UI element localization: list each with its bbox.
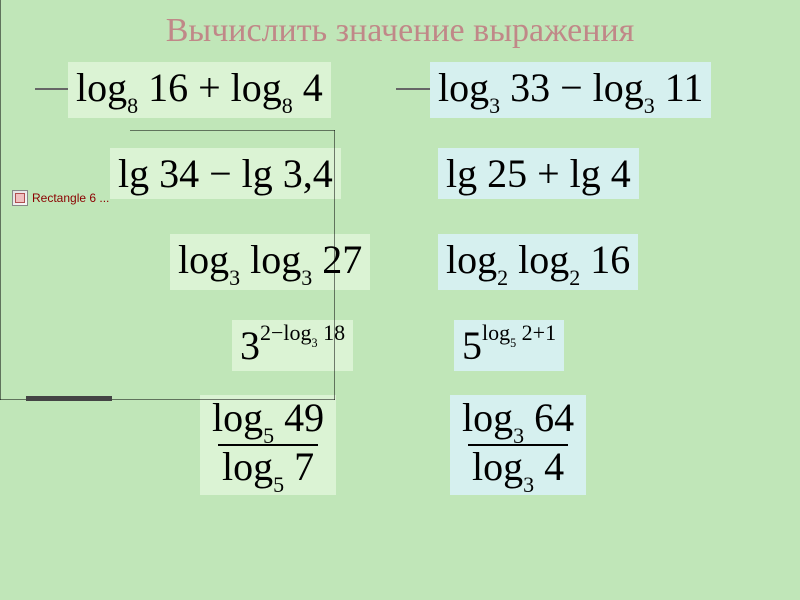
frame-right — [334, 130, 335, 400]
frame-left — [0, 0, 1, 400]
leading-dash-1 — [35, 88, 69, 90]
expr-l3: log3 log3 27 — [170, 234, 370, 290]
placeholder-text: Rectangle 6 ... — [32, 191, 109, 205]
broken-image-icon — [12, 190, 28, 206]
underline-accent — [26, 396, 112, 401]
expr-l2: lg 34 − lg 3,4 — [110, 148, 341, 199]
expr-r2: lg 25 + lg 4 — [438, 148, 639, 199]
expr-r5: log3 64log3 4 — [450, 395, 586, 495]
missing-object-placeholder: Rectangle 6 ... — [12, 190, 109, 206]
leading-dash-2 — [396, 88, 430, 90]
expr-l5: log5 49log5 7 — [200, 395, 336, 495]
frame-top-right — [130, 130, 335, 131]
expr-r4: 5log5 2+1 — [454, 320, 564, 371]
expr-l1: log8 16 + log8 4 — [68, 62, 331, 118]
expr-r1: log3 33 − log3 11 — [430, 62, 711, 118]
expr-r3: log2 log2 16 — [438, 234, 638, 290]
page-title: Вычислить значение выражения — [0, 0, 800, 50]
